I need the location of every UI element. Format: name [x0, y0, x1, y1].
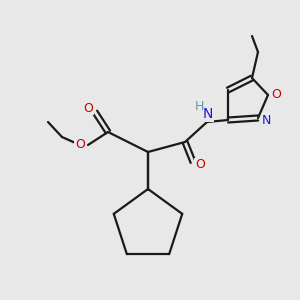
Text: O: O — [271, 88, 281, 100]
Text: H: H — [194, 100, 204, 112]
Text: O: O — [195, 158, 205, 172]
Text: O: O — [75, 139, 85, 152]
Text: N: N — [261, 113, 271, 127]
Text: O: O — [83, 101, 93, 115]
Text: N: N — [203, 107, 213, 121]
